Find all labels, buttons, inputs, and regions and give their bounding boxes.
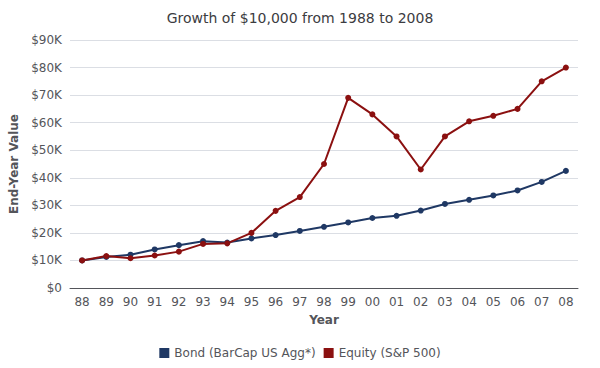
svg-text:Bond (BarCap US Agg*): Bond (BarCap US Agg*) bbox=[174, 346, 315, 360]
svg-text:$40K: $40K bbox=[31, 171, 63, 185]
svg-text:Growth of $10,000 from 1988 to: Growth of $10,000 from 1988 to 2008 bbox=[167, 10, 434, 26]
svg-text:04: 04 bbox=[462, 295, 477, 309]
svg-text:08: 08 bbox=[558, 295, 573, 309]
svg-text:99: 99 bbox=[341, 295, 356, 309]
svg-text:End-Year Value: End-Year Value bbox=[7, 114, 21, 214]
svg-text:$20K: $20K bbox=[31, 226, 63, 240]
svg-text:97: 97 bbox=[292, 295, 307, 309]
svg-text:01: 01 bbox=[389, 295, 404, 309]
svg-text:92: 92 bbox=[171, 295, 186, 309]
svg-text:$70K: $70K bbox=[31, 88, 63, 102]
svg-text:Year: Year bbox=[308, 313, 339, 327]
svg-text:02: 02 bbox=[413, 295, 428, 309]
svg-text:$60K: $60K bbox=[31, 116, 63, 130]
svg-text:$90K: $90K bbox=[31, 33, 63, 47]
svg-text:90: 90 bbox=[123, 295, 138, 309]
svg-text:07: 07 bbox=[534, 295, 549, 309]
svg-text:88: 88 bbox=[74, 295, 89, 309]
svg-text:89: 89 bbox=[99, 295, 114, 309]
svg-text:$30K: $30K bbox=[31, 198, 63, 212]
svg-text:$80K: $80K bbox=[31, 61, 63, 75]
svg-text:03: 03 bbox=[437, 295, 452, 309]
svg-text:94: 94 bbox=[220, 295, 235, 309]
svg-text:00: 00 bbox=[365, 295, 380, 309]
svg-text:Equity (S&P 500): Equity (S&P 500) bbox=[339, 346, 441, 360]
svg-text:06: 06 bbox=[510, 295, 525, 309]
svg-text:$0: $0 bbox=[47, 281, 62, 295]
svg-text:98: 98 bbox=[316, 295, 331, 309]
svg-text:93: 93 bbox=[195, 295, 210, 309]
svg-text:95: 95 bbox=[244, 295, 259, 309]
svg-text:96: 96 bbox=[268, 295, 283, 309]
svg-text:$50K: $50K bbox=[31, 143, 63, 157]
svg-text:05: 05 bbox=[486, 295, 501, 309]
svg-text:$10K: $10K bbox=[31, 253, 63, 267]
svg-text:91: 91 bbox=[147, 295, 162, 309]
